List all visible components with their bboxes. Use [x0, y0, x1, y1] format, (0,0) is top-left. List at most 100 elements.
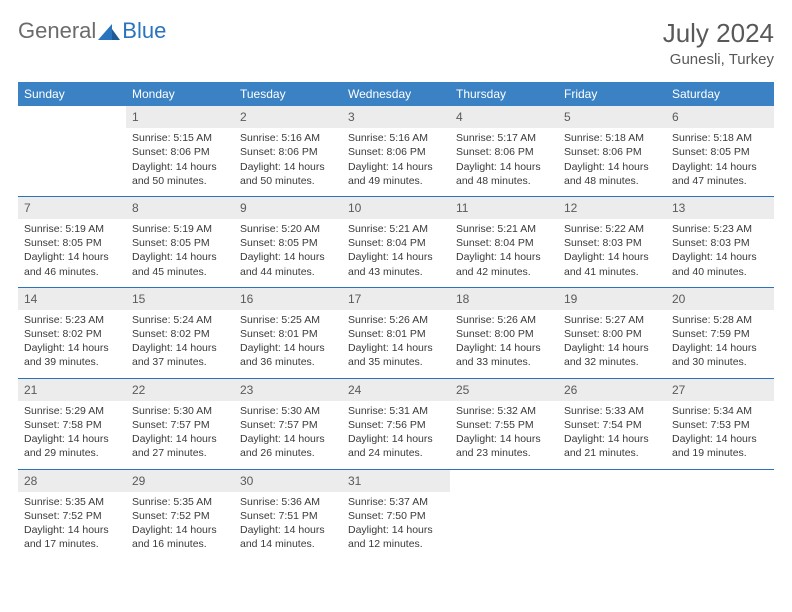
day-cell: Sunrise: 5:21 AMSunset: 8:04 PMDaylight:…: [342, 219, 450, 287]
day-cell-line: Sunrise: 5:17 AM: [456, 131, 552, 145]
day-number-row: 123456: [18, 106, 774, 128]
day-cell-line: Sunrise: 5:26 AM: [456, 313, 552, 327]
calendar-page: General Blue July 2024 Gunesli, Turkey S…: [0, 0, 792, 559]
day-cell-line: Daylight: 14 hours and 45 minutes.: [132, 250, 228, 278]
day-cell-line: Daylight: 14 hours and 32 minutes.: [564, 341, 660, 369]
day-cell: [666, 492, 774, 560]
day-cell-line: Sunset: 7:56 PM: [348, 418, 444, 432]
calendar-table: Sunday Monday Tuesday Wednesday Thursday…: [18, 82, 774, 559]
day-cell-line: Sunrise: 5:37 AM: [348, 495, 444, 509]
logo-text-general: General: [18, 18, 96, 44]
day-number: 18: [450, 287, 558, 310]
day-cell-line: Sunrise: 5:16 AM: [240, 131, 336, 145]
day-cell-line: Sunset: 8:04 PM: [456, 236, 552, 250]
day-number: 15: [126, 287, 234, 310]
day-cell: Sunrise: 5:27 AMSunset: 8:00 PMDaylight:…: [558, 310, 666, 378]
day-cell: Sunrise: 5:19 AMSunset: 8:05 PMDaylight:…: [18, 219, 126, 287]
day-number: 28: [18, 469, 126, 492]
day-number: 16: [234, 287, 342, 310]
day-number: 31: [342, 469, 450, 492]
day-number: 6: [666, 106, 774, 128]
day-cell-line: Daylight: 14 hours and 50 minutes.: [240, 160, 336, 188]
day-cell: Sunrise: 5:23 AMSunset: 8:02 PMDaylight:…: [18, 310, 126, 378]
day-cell-line: Daylight: 14 hours and 47 minutes.: [672, 160, 768, 188]
weekday-header: Sunday: [18, 82, 126, 106]
day-cell-line: Sunset: 7:53 PM: [672, 418, 768, 432]
day-cell: Sunrise: 5:20 AMSunset: 8:05 PMDaylight:…: [234, 219, 342, 287]
day-number: 11: [450, 196, 558, 219]
day-number: 5: [558, 106, 666, 128]
day-cell-line: Sunrise: 5:26 AM: [348, 313, 444, 327]
day-cell-line: Sunset: 7:57 PM: [132, 418, 228, 432]
day-number: 22: [126, 378, 234, 401]
day-cell-line: Daylight: 14 hours and 43 minutes.: [348, 250, 444, 278]
day-cell-line: Daylight: 14 hours and 39 minutes.: [24, 341, 120, 369]
title-block: July 2024 Gunesli, Turkey: [663, 18, 774, 68]
day-cell: Sunrise: 5:23 AMSunset: 8:03 PMDaylight:…: [666, 219, 774, 287]
day-cell-line: Sunset: 8:00 PM: [456, 327, 552, 341]
day-cell-line: Daylight: 14 hours and 49 minutes.: [348, 160, 444, 188]
day-cell: Sunrise: 5:33 AMSunset: 7:54 PMDaylight:…: [558, 401, 666, 469]
day-cell-line: Daylight: 14 hours and 48 minutes.: [456, 160, 552, 188]
day-cell-line: Sunrise: 5:27 AM: [564, 313, 660, 327]
day-cell-line: Daylight: 14 hours and 50 minutes.: [132, 160, 228, 188]
day-cell-line: Sunset: 7:52 PM: [24, 509, 120, 523]
header: General Blue July 2024 Gunesli, Turkey: [18, 18, 774, 68]
day-cell-line: Sunrise: 5:20 AM: [240, 222, 336, 236]
day-cell-line: Sunrise: 5:35 AM: [132, 495, 228, 509]
day-cell-line: Sunset: 8:03 PM: [564, 236, 660, 250]
weekday-header: Friday: [558, 82, 666, 106]
day-cell-line: Sunset: 7:59 PM: [672, 327, 768, 341]
day-cell-line: Daylight: 14 hours and 17 minutes.: [24, 523, 120, 551]
day-number: [450, 469, 558, 492]
day-cell-line: Sunrise: 5:21 AM: [348, 222, 444, 236]
day-cell: Sunrise: 5:28 AMSunset: 7:59 PMDaylight:…: [666, 310, 774, 378]
weekday-header: Tuesday: [234, 82, 342, 106]
location-label: Gunesli, Turkey: [663, 51, 774, 68]
day-cell-line: Sunrise: 5:29 AM: [24, 404, 120, 418]
day-number: 2: [234, 106, 342, 128]
day-cell-line: Daylight: 14 hours and 19 minutes.: [672, 432, 768, 460]
day-cell-line: Sunset: 8:03 PM: [672, 236, 768, 250]
day-number: 3: [342, 106, 450, 128]
day-cell: Sunrise: 5:36 AMSunset: 7:51 PMDaylight:…: [234, 492, 342, 560]
day-cell: Sunrise: 5:31 AMSunset: 7:56 PMDaylight:…: [342, 401, 450, 469]
day-cell-line: Sunrise: 5:15 AM: [132, 131, 228, 145]
day-cell-line: Sunrise: 5:23 AM: [672, 222, 768, 236]
day-cell-line: Sunset: 8:01 PM: [348, 327, 444, 341]
day-cell-line: Daylight: 14 hours and 16 minutes.: [132, 523, 228, 551]
day-cell-line: Daylight: 14 hours and 40 minutes.: [672, 250, 768, 278]
day-content-row: Sunrise: 5:15 AM Sunset: 8:06 PM Daylight:…: [18, 128, 774, 196]
day-cell-line: Sunset: 7:55 PM: [456, 418, 552, 432]
day-cell-line: Sunset: 8:00 PM: [564, 327, 660, 341]
day-cell: Sunrise: 5:29 AMSunset: 7:58 PMDaylight:…: [18, 401, 126, 469]
day-cell-line: Sunset: 7:51 PM: [240, 509, 336, 523]
day-number-row: 14151617181920: [18, 287, 774, 310]
day-number: 13: [666, 196, 774, 219]
day-cell: Sunrise: 5:17 AMSunset: 8:06 PMDaylight:…: [450, 128, 558, 196]
day-cell-line: Daylight: 14 hours and 36 minutes.: [240, 341, 336, 369]
day-cell-line: Sunrise: 5:23 AM: [24, 313, 120, 327]
day-cell-line: Sunset: 8:01 PM: [240, 327, 336, 341]
day-cell-line: Daylight: 14 hours and 42 minutes.: [456, 250, 552, 278]
day-cell-line: Sunset: 7:52 PM: [132, 509, 228, 523]
day-cell: Sunrise: 5:22 AMSunset: 8:03 PMDaylight:…: [558, 219, 666, 287]
day-cell-line: Daylight: 14 hours and 46 minutes.: [24, 250, 120, 278]
weekday-header: Saturday: [666, 82, 774, 106]
day-number: [18, 106, 126, 128]
day-cell-line: Sunset: 8:06 PM: [564, 145, 660, 159]
day-cell-line: Sunrise: 5:16 AM: [348, 131, 444, 145]
day-number: 10: [342, 196, 450, 219]
day-cell: Sunrise: 5:32 AMSunset: 7:55 PMDaylight:…: [450, 401, 558, 469]
day-number: 8: [126, 196, 234, 219]
day-cell: Sunrise: 5:18 AMSunset: 8:05 PMDaylight:…: [666, 128, 774, 196]
day-cell-line: Sunrise: 5:28 AM: [672, 313, 768, 327]
day-cell-line: Sunset: 8:05 PM: [240, 236, 336, 250]
day-cell: Sunrise: 5:35 AMSunset: 7:52 PMDaylight:…: [126, 492, 234, 560]
day-cell-line: Sunset: 7:57 PM: [240, 418, 336, 432]
day-cell-line: Daylight: 14 hours and 37 minutes.: [132, 341, 228, 369]
day-cell: Sunrise: 5:18 AMSunset: 8:06 PMDaylight:…: [558, 128, 666, 196]
day-cell-line: Sunrise: 5:30 AM: [132, 404, 228, 418]
day-content-row: Sunrise: 5:19 AMSunset: 8:05 PMDaylight:…: [18, 219, 774, 287]
day-cell: Sunrise: 5:26 AMSunset: 8:01 PMDaylight:…: [342, 310, 450, 378]
